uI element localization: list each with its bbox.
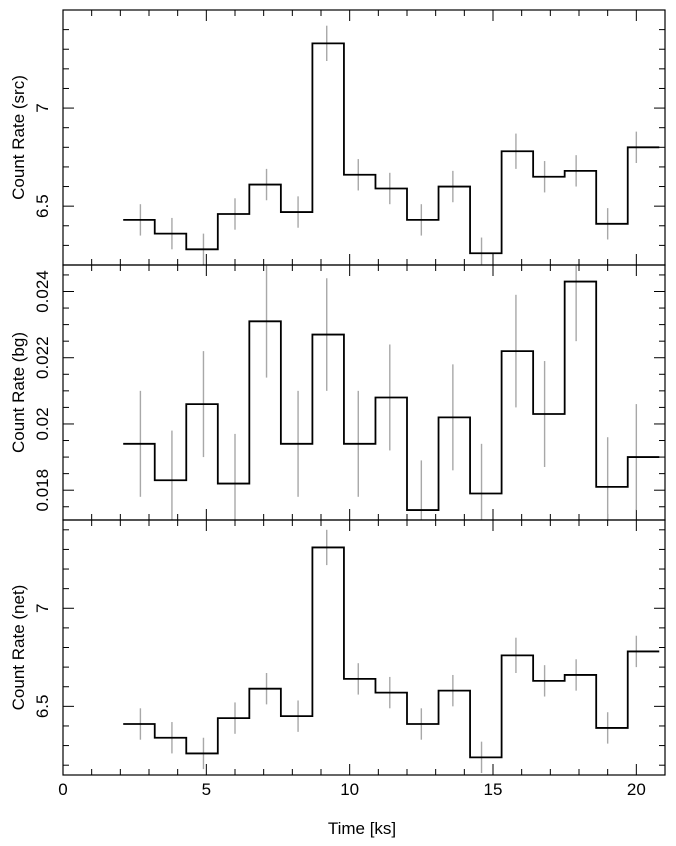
x-tick-label: 10 [340, 780, 359, 799]
y-tick-label: 6.5 [33, 194, 52, 218]
y-axis-label: Count Rate (src) [9, 75, 28, 200]
plot-frame [62, 9, 666, 266]
panel-2: 0.018 0.02 0.022 0.024 Count Rate (bg) [9, 264, 666, 521]
y-tick-label: 0.02 [33, 407, 52, 440]
x-tick-label: 0 [58, 780, 67, 799]
plot-frame [62, 519, 666, 776]
panel-1: 6.5 7 Count Rate (src) [9, 9, 666, 266]
y-axis-label: Count Rate (net) [9, 585, 28, 711]
y-tick-label: 7 [33, 604, 52, 613]
y-tick-label: 0.024 [33, 270, 52, 313]
x-axis-label: Time [ks] [328, 819, 396, 838]
y-tick-label: 0.018 [33, 469, 52, 512]
y-axis-label: Count Rate (bg) [9, 332, 28, 453]
x-tick-label: 20 [627, 780, 646, 799]
step-line [123, 42, 660, 255]
panel-3: 6.5 7 Count Rate (net) 0 5 10 15 20 [9, 519, 666, 799]
y-tick-label: 6.5 [33, 695, 52, 719]
x-tick-label: 15 [484, 780, 503, 799]
plot-frame [62, 264, 666, 521]
x-tick-label: 5 [202, 780, 211, 799]
y-tick-label: 7 [33, 103, 52, 112]
y-tick-label: 0.022 [33, 336, 52, 379]
step-line [123, 546, 660, 759]
step-line [123, 280, 660, 511]
